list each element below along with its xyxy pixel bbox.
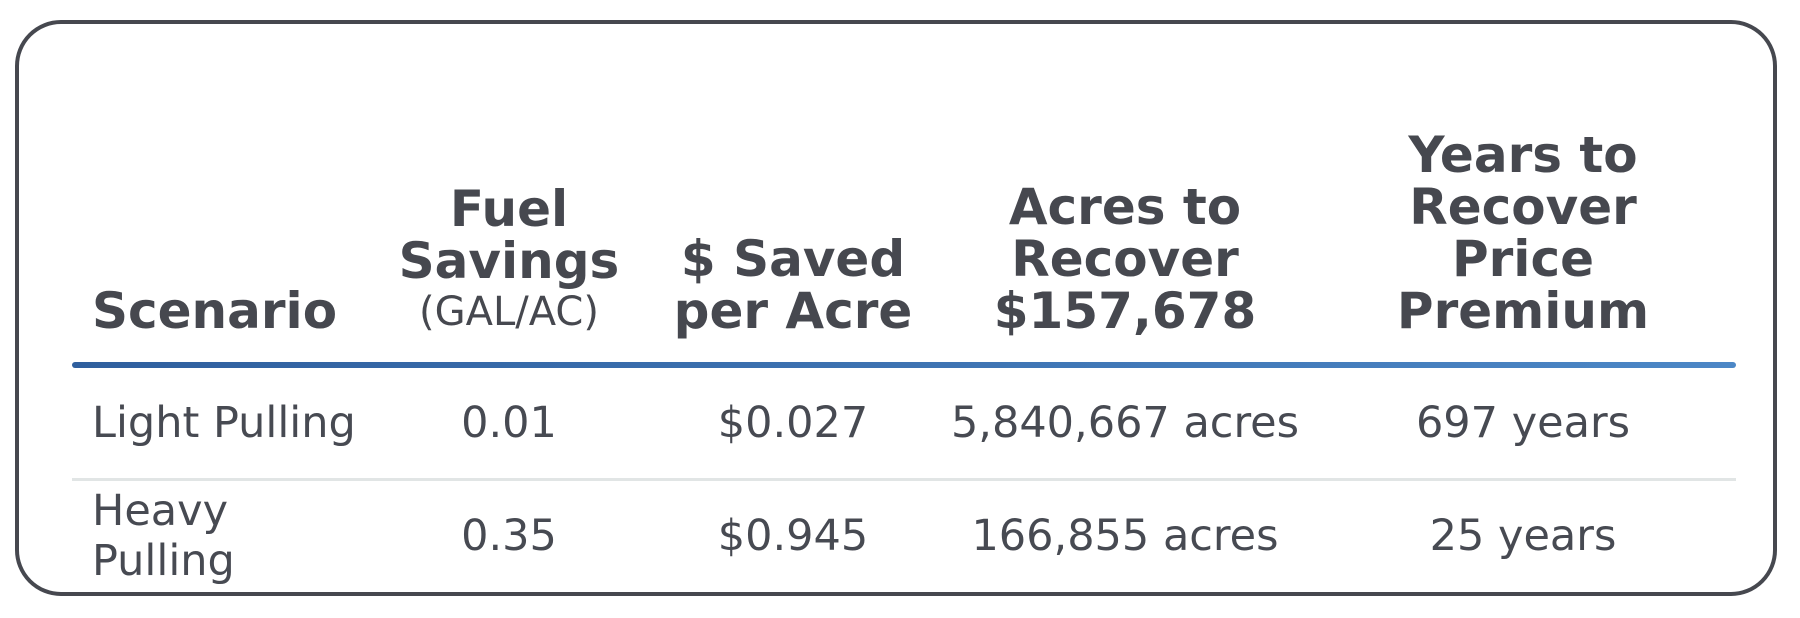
table-row: Heavy Pulling 0.35 $0.945 166,855 acres … [72,480,1736,592]
cell-saved-per-acre: $0.945 [717,511,869,561]
header-divider [72,362,1736,368]
comparison-card: Scenario Fuel Savings (GAL/AC) $ Saved p… [15,20,1777,596]
cell-years-to-recover: 697 years [1310,368,1736,481]
header-fuel-savings-unit: (GAL/AC) [419,289,599,335]
cell-fuel-savings: 0.35 [461,511,557,561]
header-acres-to-recover: Acres to Recover $157,678 [993,178,1257,340]
cell-fuel-savings: 0.01 [372,368,646,481]
cell-scenario: Heavy Pulling [92,486,235,586]
cell-years-to-recover: 25 years [1429,511,1617,561]
header-fuel-savings: Fuel Savings (GAL/AC) [372,46,646,362]
header-years-to-recover: Years to Recover Price Premium [1396,126,1650,340]
cell-acres-to-recover: 166,855 acres [971,511,1279,561]
table-row: Light Pulling 0.01 $0.027 5,840,667 acre… [72,368,1736,481]
cell-acres-to-recover: 5,840,667 acres [940,368,1310,481]
header-saved-per-acre: $ Saved per Acre [673,230,913,340]
header-row: Scenario Fuel Savings (GAL/AC) $ Saved p… [72,46,1736,362]
cell-saved-per-acre: $0.027 [646,368,940,481]
header-scenario: Scenario [92,282,338,340]
cell-scenario: Light Pulling [72,368,372,481]
payback-table: Scenario Fuel Savings (GAL/AC) $ Saved p… [72,46,1736,591]
